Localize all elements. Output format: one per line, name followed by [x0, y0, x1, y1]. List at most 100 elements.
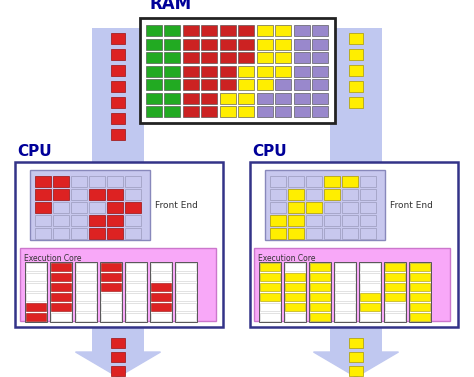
Bar [101, 273, 121, 281]
Bar [101, 293, 121, 301]
Bar [288, 176, 304, 187]
Bar [151, 293, 171, 301]
Bar [270, 176, 286, 187]
Bar [306, 228, 322, 239]
Bar [349, 97, 363, 108]
Bar [201, 79, 218, 90]
Bar [294, 52, 310, 63]
Bar [257, 38, 273, 49]
Bar [257, 92, 273, 104]
Bar [101, 303, 121, 311]
Bar [238, 92, 255, 104]
Bar [176, 313, 196, 321]
Bar [275, 79, 292, 90]
Bar [410, 293, 430, 301]
Bar [111, 65, 125, 76]
Bar [26, 263, 46, 271]
Bar [294, 38, 310, 49]
Bar [294, 92, 310, 104]
Bar [285, 283, 305, 291]
Bar [201, 92, 218, 104]
Bar [101, 313, 121, 321]
Bar [71, 215, 87, 226]
Bar [285, 273, 305, 281]
Bar [342, 176, 358, 187]
Bar [25, 262, 47, 322]
Bar [257, 66, 273, 77]
Bar [238, 106, 255, 117]
Bar [349, 65, 363, 76]
Bar [220, 92, 236, 104]
Bar [312, 92, 328, 104]
Bar [76, 263, 96, 271]
Bar [410, 263, 430, 271]
Bar [151, 263, 171, 271]
Bar [51, 313, 71, 321]
Bar [384, 262, 406, 322]
Bar [306, 215, 322, 226]
Bar [164, 66, 181, 77]
Bar [183, 106, 199, 117]
Bar [26, 313, 46, 321]
Bar [288, 202, 304, 213]
Bar [107, 189, 123, 200]
Bar [30, 170, 150, 240]
Bar [89, 202, 105, 213]
Bar [146, 25, 162, 36]
Bar [220, 79, 236, 90]
Bar [111, 113, 125, 124]
Bar [35, 215, 51, 226]
Bar [359, 262, 381, 322]
Bar [220, 25, 236, 36]
Bar [51, 293, 71, 301]
Bar [310, 263, 330, 271]
Bar [146, 66, 162, 77]
Bar [342, 189, 358, 200]
Bar [126, 313, 146, 321]
Bar [164, 79, 181, 90]
Bar [71, 228, 87, 239]
Bar [260, 263, 280, 271]
Bar [360, 293, 380, 301]
Bar [294, 25, 310, 36]
Bar [146, 38, 162, 49]
Bar [410, 283, 430, 291]
Bar [284, 262, 306, 322]
Bar [76, 283, 96, 291]
Bar [164, 106, 181, 117]
Bar [125, 189, 141, 200]
Bar [288, 189, 304, 200]
Bar [385, 283, 405, 291]
Bar [51, 263, 71, 271]
Bar [111, 366, 125, 376]
Bar [126, 263, 146, 271]
Bar [238, 66, 255, 77]
Bar [111, 81, 125, 92]
Bar [76, 293, 96, 301]
Bar [111, 352, 125, 362]
Bar [71, 189, 87, 200]
Bar [164, 38, 181, 49]
Bar [294, 79, 310, 90]
Bar [111, 97, 125, 108]
Bar [324, 215, 340, 226]
Bar [385, 313, 405, 321]
Bar [26, 293, 46, 301]
Bar [342, 228, 358, 239]
Polygon shape [75, 352, 161, 377]
Bar [385, 273, 405, 281]
Bar [126, 273, 146, 281]
Bar [71, 202, 87, 213]
Bar [324, 228, 340, 239]
Bar [285, 303, 305, 311]
Bar [310, 283, 330, 291]
Bar [89, 176, 105, 187]
Bar [238, 52, 255, 63]
Bar [310, 293, 330, 301]
Bar [270, 202, 286, 213]
Bar [51, 273, 71, 281]
Bar [183, 66, 199, 77]
Bar [201, 25, 218, 36]
Bar [275, 106, 292, 117]
Bar [26, 273, 46, 281]
